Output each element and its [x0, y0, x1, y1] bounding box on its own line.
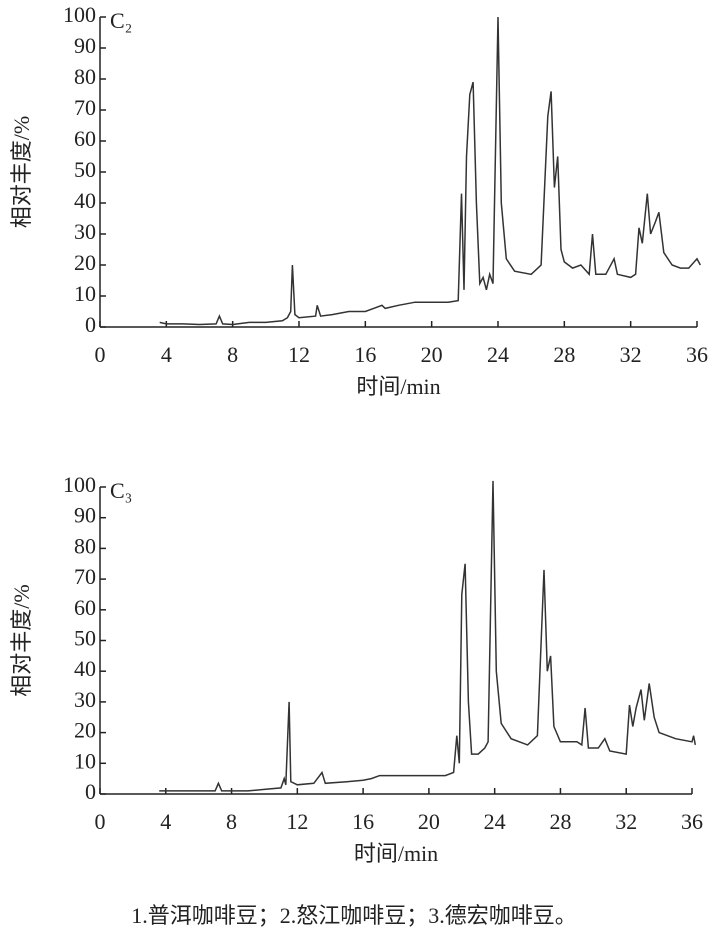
caption: 1.普洱咖啡豆；2.怒江咖啡豆；3.德宏咖啡豆。	[131, 903, 577, 928]
y-tick-label: 90	[74, 503, 96, 528]
x-axis-label: 时间/min	[356, 374, 440, 399]
y-tick-label: 100	[63, 472, 96, 497]
y-tick-label: 50	[74, 626, 96, 651]
y-tick-label: 100	[63, 2, 96, 27]
y-tick-label: 60	[74, 126, 96, 151]
y-tick-label: 80	[74, 533, 96, 558]
x-tick-label: 0	[95, 342, 106, 367]
y-tick-label: 40	[74, 656, 96, 681]
y-tick-label: 90	[74, 33, 96, 58]
y-tick-label: 70	[74, 564, 96, 589]
x-tick-label: 24	[484, 809, 506, 834]
y-tick-label: 40	[74, 188, 96, 213]
x-tick-label: 36	[681, 809, 703, 834]
panel-label: C₃	[110, 478, 132, 503]
y-tick-label: 60	[74, 595, 96, 620]
y-tick-label: 20	[74, 250, 96, 275]
y-tick-label: 30	[74, 219, 96, 244]
x-tick-label: 16	[352, 809, 374, 834]
panel-label: C₂	[110, 8, 132, 33]
x-tick-label: 12	[288, 342, 310, 367]
y-tick-label: 50	[74, 157, 96, 182]
x-tick-label: 24	[487, 342, 509, 367]
x-tick-label: 16	[354, 342, 376, 367]
y-tick-label: 30	[74, 687, 96, 712]
x-tick-label: 20	[421, 342, 443, 367]
line	[159, 480, 697, 792]
x-tick-label: 20	[418, 809, 440, 834]
x-tick-label: 4	[161, 342, 172, 367]
x-tick-label: 28	[549, 809, 571, 834]
y-tick-label: 20	[74, 718, 96, 743]
x-tick-label: 32	[620, 342, 642, 367]
x-tick-label: 4	[160, 809, 171, 834]
y-tick-label: 10	[74, 748, 96, 773]
x-tick-label: 8	[227, 342, 238, 367]
y-tick-label: 80	[74, 64, 96, 89]
y-tick-label: 0	[85, 779, 96, 804]
x-tick-label: 32	[615, 809, 637, 834]
x-tick-label: 28	[553, 342, 575, 367]
x-axis-label: 时间/min	[354, 841, 438, 866]
line	[159, 16, 701, 326]
y-tick-label: 70	[74, 95, 96, 120]
x-tick-label: 8	[226, 809, 237, 834]
x-tick-label: 12	[286, 809, 308, 834]
x-tick-label: 0	[95, 809, 106, 834]
y-axis-label: 相对丰度/%	[9, 116, 34, 228]
y-axis-label: 相对丰度/%	[9, 584, 34, 696]
x-tick-label: 36	[686, 342, 708, 367]
y-tick-label: 0	[85, 312, 96, 337]
y-tick-label: 10	[74, 281, 96, 306]
